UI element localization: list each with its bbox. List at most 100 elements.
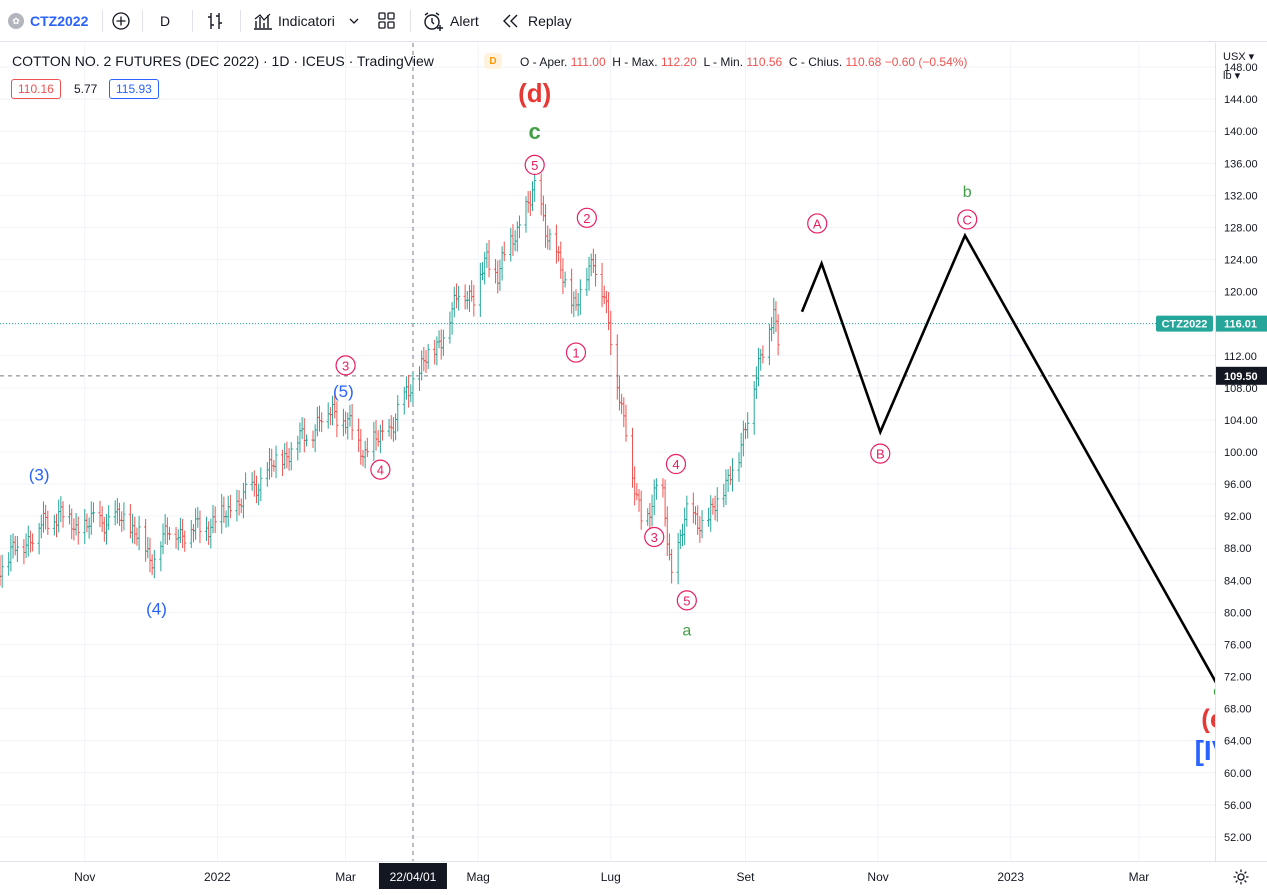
wave-label: a (682, 623, 691, 640)
price-bar (148, 537, 152, 573)
chart-settings-button[interactable] (1232, 868, 1250, 891)
replay-button[interactable]: Replay (502, 8, 572, 34)
price-bar (480, 262, 485, 281)
market-status-badge[interactable]: D (484, 53, 502, 69)
price-bar (450, 302, 454, 335)
wave-label: (e) (1201, 703, 1215, 733)
price-bar (61, 501, 65, 528)
price-bar (756, 347, 761, 387)
price-bar (228, 494, 232, 519)
wave-label-circle (676, 590, 697, 611)
price-tick-label: 64.00 (1224, 736, 1252, 748)
symbol-search-button[interactable]: ✿ CTZ2022 (8, 8, 88, 34)
price-chart[interactable]: (3) (4) (5) 3 4 (d) c 5 2 1 3 4 5 a A BbCc (e) [IV] CTZ202… (0, 43, 1215, 861)
price-bar (270, 448, 274, 478)
price-bar (13, 535, 17, 556)
price-bar (194, 508, 198, 540)
price-bar (389, 415, 393, 440)
price-bar (22, 539, 26, 565)
price-bar (137, 515, 141, 551)
time-scale: Nov 2022 Mar Mag Lug Set Nov 2023 Mar 22/04/01 (74, 863, 1149, 889)
price-bar (41, 501, 46, 533)
price-tick-label: 56.00 (1224, 800, 1252, 812)
price-bar (393, 413, 398, 441)
price-bar (252, 470, 256, 497)
price-bar (509, 227, 513, 262)
price-bar (670, 549, 674, 584)
price-bar (515, 221, 519, 252)
price-tick-label: 52.00 (1224, 832, 1252, 844)
price-tick-label: 100.00 (1224, 447, 1258, 459)
wave-label: [IV] (1195, 735, 1215, 766)
interval-button[interactable]: D (160, 8, 170, 34)
price-bar (104, 514, 109, 545)
time-tick-label: Nov (867, 870, 888, 884)
price-bar (222, 496, 226, 524)
price-bar (517, 215, 522, 239)
price-bar (663, 479, 667, 527)
price-bar (624, 404, 628, 442)
price-bar (296, 435, 300, 461)
price-bar (265, 461, 269, 487)
price-bar (11, 533, 15, 559)
symbol-price-tag: CTZ2022 (1156, 315, 1213, 332)
price-bar (52, 514, 56, 536)
chart-pane[interactable]: (3) (4) (5) 3 4 (d) c 5 2 1 3 4 5 a A BbCc (e) [IV] CTZ202… (0, 43, 1215, 861)
wave-label: 4 (377, 463, 384, 478)
price-bar (178, 517, 183, 544)
price-bar (433, 339, 437, 365)
replay-label: Replay (528, 13, 572, 29)
price-bar (606, 292, 611, 331)
price-bar (589, 253, 593, 277)
templates-button[interactable] (377, 8, 397, 34)
chart-legend-title: COTTON NO. 2 FUTURES (DEC 2022) · 1D · I… (12, 53, 434, 69)
buy-price-box[interactable]: 115.93 (109, 79, 159, 99)
price-bar (533, 173, 537, 202)
price-bar (676, 533, 680, 585)
price-bar (117, 502, 122, 526)
change-value: −0.60 (−0.54%) (884, 55, 968, 69)
price-bar (152, 549, 156, 579)
price-bar (70, 508, 74, 540)
price-bar (767, 323, 772, 365)
price-bar (639, 490, 643, 530)
price-bar (83, 509, 87, 544)
price-bar (696, 505, 700, 535)
price-bar (541, 195, 545, 222)
toolbar-divider (192, 10, 193, 32)
price-bar (776, 314, 780, 356)
price-tick-label: 148.00 (1224, 62, 1258, 74)
indicators-button[interactable]: Indicatori (252, 8, 359, 34)
price-bar (483, 251, 487, 285)
chevron-down-icon[interactable] (349, 17, 359, 25)
wave-label: 5 (683, 593, 690, 608)
price-bar (563, 271, 567, 288)
price-bar (667, 533, 672, 561)
price-bar (0, 555, 2, 586)
price-bar (39, 514, 43, 539)
wave-label: (5) (333, 382, 354, 401)
price-bar (493, 258, 498, 284)
price-bar (159, 541, 163, 572)
wave-label-circle (576, 207, 597, 228)
price-bar (287, 448, 291, 471)
price-bar (650, 494, 654, 527)
price-bar (241, 482, 246, 519)
chart-type-button[interactable] (204, 8, 226, 34)
time-tick-label: 2023 (997, 870, 1024, 884)
price-bar (652, 479, 656, 516)
price-bar (150, 554, 154, 576)
alert-button[interactable]: Alert (422, 8, 479, 34)
compare-add-button[interactable] (110, 8, 132, 34)
price-axis[interactable]: USX ▾ lb ▾ 148.00 144.00 140.00 136.00 132.0… (1215, 43, 1267, 861)
price-tick-label: 112.00 (1224, 351, 1257, 363)
time-axis[interactable]: Nov 2022 Mar Mag Lug Set Nov 2023 Mar 22/04/01 (0, 861, 1267, 894)
time-tick-label: Set (737, 870, 756, 884)
currency-selector[interactable]: USX ▾ (1223, 51, 1255, 63)
price-bar (115, 498, 119, 524)
price-bar (572, 291, 576, 318)
price-bar (87, 517, 91, 539)
price-bar (548, 228, 552, 251)
sell-price-box[interactable]: 110.16 (11, 79, 61, 99)
unit-selector[interactable]: lb ▾ (1223, 70, 1241, 82)
